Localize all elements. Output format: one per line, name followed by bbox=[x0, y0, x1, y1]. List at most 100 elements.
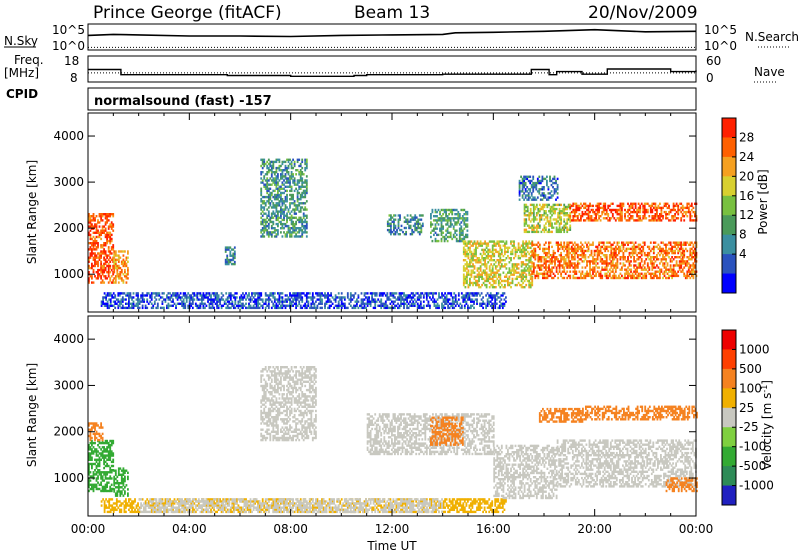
power-cell bbox=[554, 264, 556, 267]
power-cell bbox=[116, 258, 119, 261]
power-cell bbox=[681, 262, 684, 265]
power-cell bbox=[549, 260, 552, 263]
power-cell bbox=[233, 256, 236, 260]
power-cell bbox=[545, 276, 547, 280]
power-cell bbox=[120, 279, 123, 282]
power-cell bbox=[98, 273, 101, 276]
power-cell bbox=[586, 208, 588, 212]
power-cell bbox=[598, 272, 601, 275]
power-cell bbox=[469, 283, 471, 287]
power-cell bbox=[457, 219, 460, 222]
power-cell bbox=[628, 213, 631, 216]
power-cell bbox=[540, 205, 543, 209]
power-cell bbox=[491, 254, 494, 258]
power-cell bbox=[210, 298, 212, 301]
power-cell bbox=[686, 276, 689, 280]
power-cell bbox=[91, 223, 93, 226]
power-cell bbox=[687, 270, 690, 273]
power-cell bbox=[476, 302, 478, 305]
power-cell bbox=[605, 266, 608, 269]
power-cell bbox=[475, 261, 477, 264]
power-cell bbox=[112, 258, 115, 261]
power-cell bbox=[290, 160, 293, 164]
power-cell bbox=[412, 300, 415, 303]
power-cell bbox=[674, 264, 677, 267]
power-cell bbox=[295, 292, 298, 295]
power-cell bbox=[511, 277, 514, 281]
power-cell bbox=[127, 256, 129, 259]
power-cell bbox=[266, 231, 269, 234]
power-cell bbox=[150, 292, 153, 295]
power-cell bbox=[120, 306, 123, 310]
power-cell bbox=[634, 245, 637, 249]
power-cell bbox=[602, 243, 605, 246]
power-cell bbox=[586, 249, 588, 253]
power-cell bbox=[315, 300, 317, 303]
power-cell bbox=[121, 292, 124, 295]
power-cell bbox=[121, 300, 124, 303]
power-cell bbox=[522, 273, 525, 276]
power-cell bbox=[455, 223, 458, 226]
power-cell bbox=[633, 256, 636, 259]
power-cell bbox=[188, 298, 191, 301]
power-cell bbox=[583, 219, 585, 222]
power-cell bbox=[694, 258, 696, 261]
power-cell bbox=[493, 263, 496, 266]
power-cell bbox=[228, 292, 231, 295]
power-cell bbox=[500, 302, 503, 305]
power-cell bbox=[513, 267, 515, 270]
power-cell bbox=[674, 272, 677, 275]
power-cell bbox=[519, 275, 522, 278]
power-cell bbox=[652, 241, 655, 244]
power-cell bbox=[551, 214, 553, 217]
power-cell bbox=[628, 217, 631, 220]
power-cell bbox=[494, 248, 497, 252]
power-cell bbox=[377, 304, 380, 307]
power-cell bbox=[89, 229, 92, 232]
power-cell bbox=[573, 219, 576, 222]
power-cell bbox=[260, 191, 263, 195]
power-cell bbox=[433, 229, 435, 232]
power-cell bbox=[592, 243, 594, 246]
power-cell bbox=[491, 267, 494, 270]
power-cell bbox=[107, 254, 110, 257]
power-cell bbox=[313, 302, 316, 305]
power-cell bbox=[482, 269, 485, 272]
power-cell bbox=[176, 298, 179, 301]
power-cell bbox=[248, 294, 250, 297]
power-cell bbox=[211, 298, 214, 301]
power-cell bbox=[272, 177, 275, 180]
power-cell bbox=[532, 214, 535, 217]
power-cell bbox=[289, 212, 291, 215]
power-cell bbox=[520, 250, 523, 254]
power-cell bbox=[106, 264, 109, 268]
power-cell bbox=[497, 281, 500, 285]
power-cell bbox=[602, 247, 605, 251]
power-cell bbox=[590, 204, 593, 208]
power-cell bbox=[514, 265, 517, 268]
power-cell bbox=[481, 244, 484, 247]
power-cell bbox=[619, 262, 622, 265]
power-cell bbox=[89, 252, 92, 255]
power-cell bbox=[354, 300, 357, 303]
power-cell bbox=[293, 231, 296, 234]
power-cell bbox=[569, 220, 572, 223]
power-cell bbox=[572, 217, 575, 220]
power-cell bbox=[204, 296, 206, 299]
power-cell bbox=[263, 224, 266, 228]
power-cell bbox=[610, 264, 613, 267]
power-cell bbox=[689, 219, 692, 222]
power-cell bbox=[254, 300, 257, 303]
power-cell bbox=[598, 204, 601, 208]
power-cell bbox=[690, 219, 693, 222]
power-cell bbox=[493, 259, 496, 262]
power-cell bbox=[272, 206, 275, 209]
power-cell bbox=[570, 210, 573, 214]
power-cell bbox=[103, 229, 106, 232]
power-cell bbox=[388, 230, 391, 234]
power-cell bbox=[648, 219, 651, 222]
power-cell bbox=[463, 223, 466, 226]
power-cell bbox=[127, 271, 129, 274]
power-cell bbox=[284, 200, 287, 203]
power-cell bbox=[497, 252, 500, 256]
